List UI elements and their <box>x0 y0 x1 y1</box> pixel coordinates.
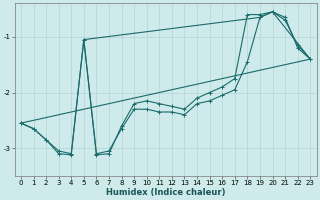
X-axis label: Humidex (Indice chaleur): Humidex (Indice chaleur) <box>106 188 225 197</box>
